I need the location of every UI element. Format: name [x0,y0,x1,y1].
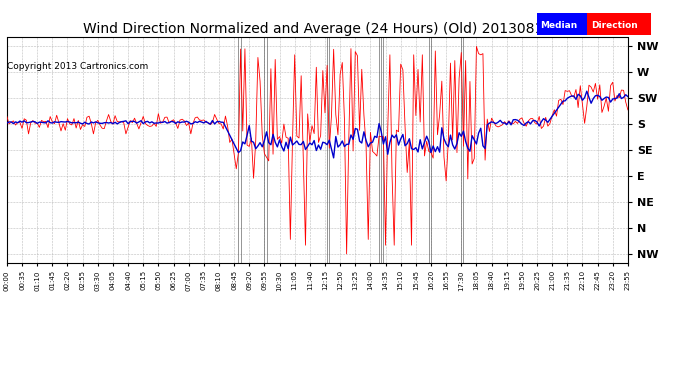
Text: Direction: Direction [591,21,638,30]
Text: Copyright 2013 Cartronics.com: Copyright 2013 Cartronics.com [7,62,148,71]
Text: Median: Median [540,21,578,30]
Title: Wind Direction Normalized and Average (24 Hours) (Old) 20130818: Wind Direction Normalized and Average (2… [83,22,552,36]
